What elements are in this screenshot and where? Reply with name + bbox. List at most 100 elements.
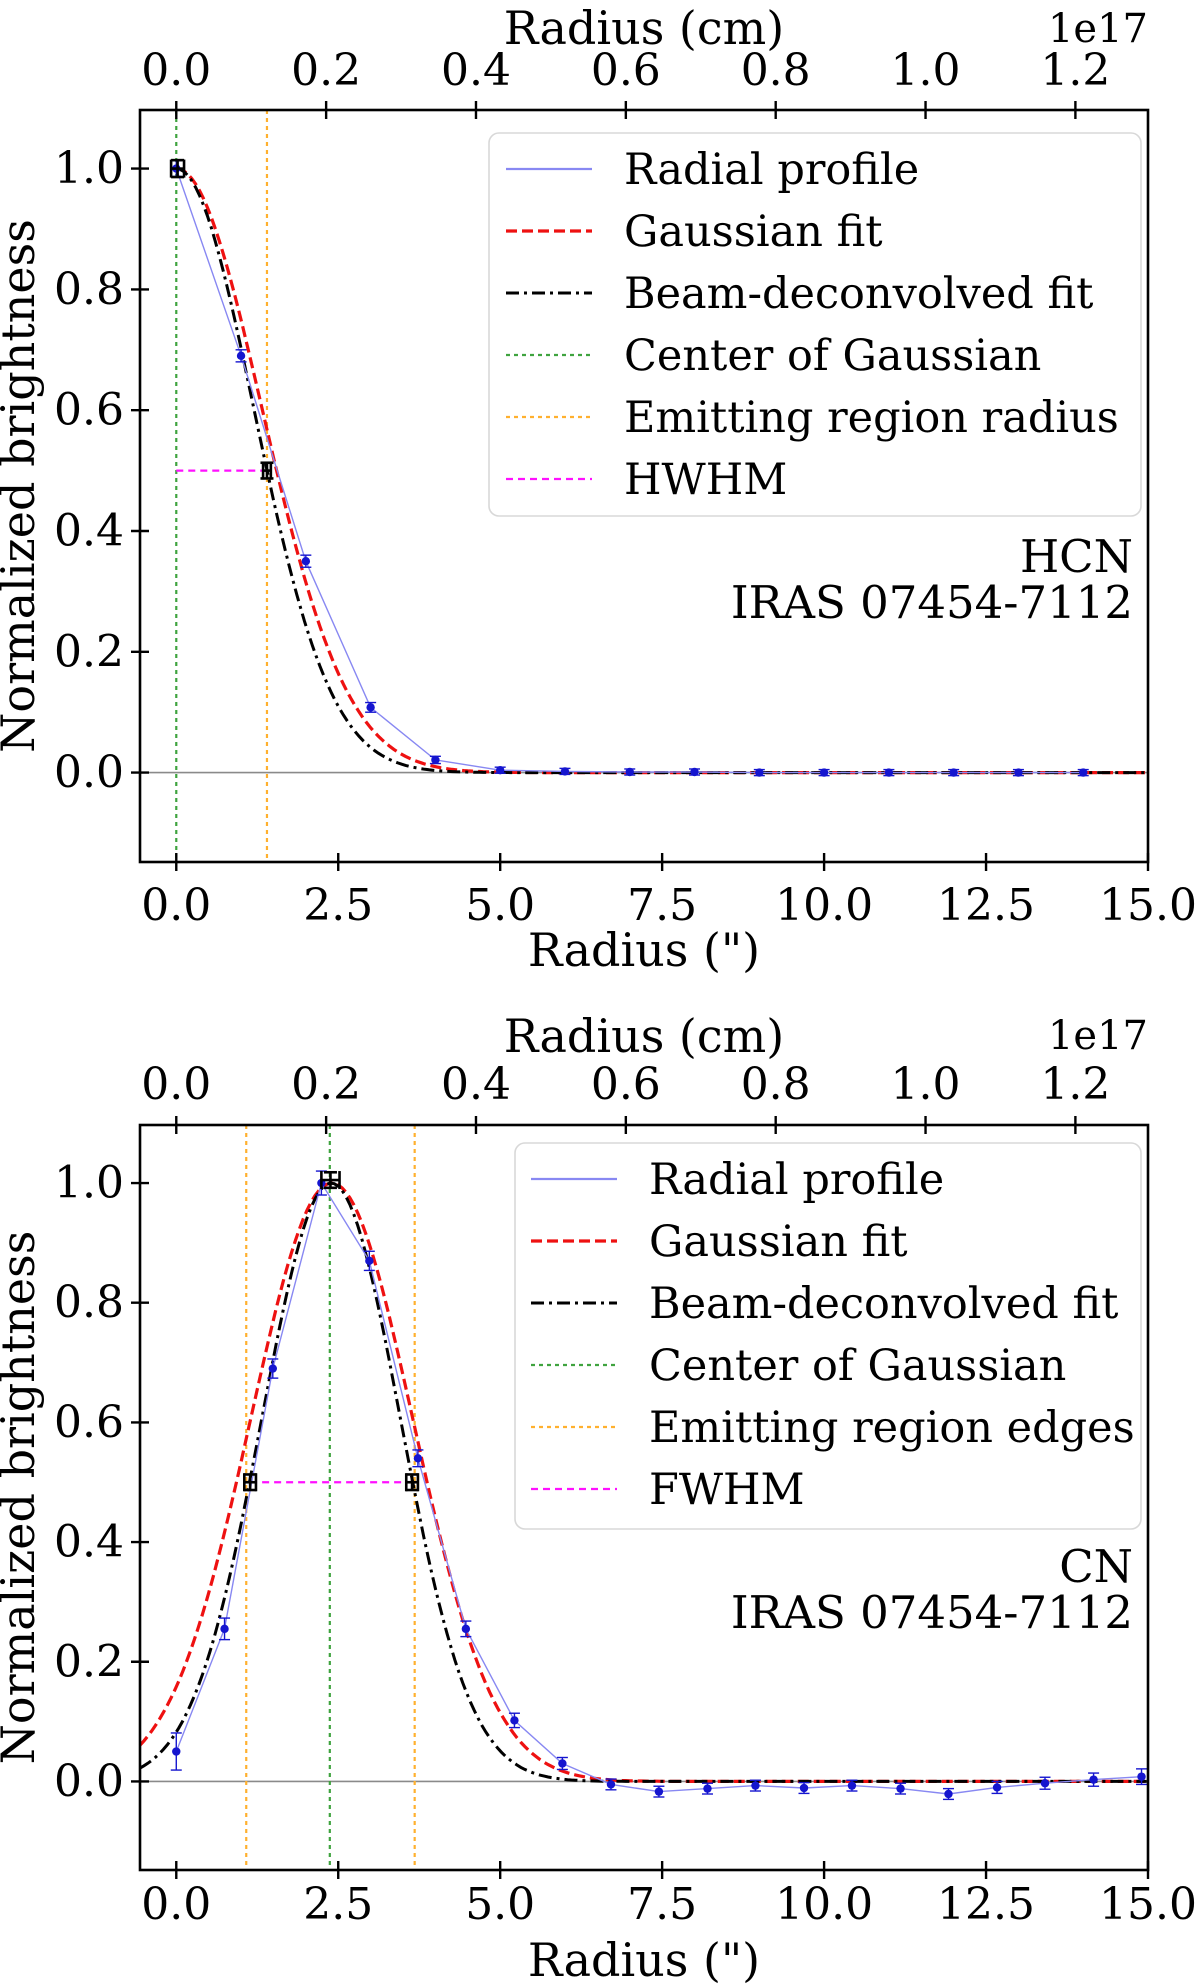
data-point [847,1781,857,1790]
legend-label-hwhm: FWHM [649,1465,805,1515]
molecule-label: HCN [1020,530,1133,583]
y-tick-label: 0.6 [54,385,124,436]
y-tick-label: 0.0 [54,747,124,798]
legend-label-center: Center of Gaussian [649,1341,1066,1391]
x-top-tick-label: 0.4 [441,45,511,96]
molecule-label: CN [1059,1540,1133,1593]
x-tick-label: 2.5 [303,880,373,931]
x-top-tick-label: 0.0 [141,45,211,96]
legend-label-radial: Radial profile [649,1155,944,1205]
top-axis-title: Radius (cm) [504,1,784,55]
data-point [1014,768,1023,777]
legend-label-emitting: Emitting region radius [624,393,1119,443]
data-point [268,1364,278,1373]
legend-label-hwhm: HWHM [624,455,787,505]
x-top-tick-label: 1.0 [891,1059,961,1110]
data-point [606,1780,616,1789]
data-point [461,1624,471,1634]
y-tick-label: 0.4 [54,1517,124,1568]
legend-label-emitting: Emitting region edges [649,1403,1135,1453]
legend-box [514,1142,1142,1530]
data-point [1089,1775,1098,1784]
legend-label-center: Center of Gaussian [624,331,1041,381]
data-point [1040,1779,1050,1788]
data-point [799,1783,809,1793]
x-top-tick-label: 0.2 [291,1059,361,1110]
data-point [819,768,829,777]
x-top-tick-label: 0.6 [591,45,661,96]
top-axis-offset: 1e17 [1048,1013,1148,1059]
x-top-tick-label: 1.0 [891,45,961,96]
source-label: IRAS 07454-7112 [731,1586,1133,1639]
axes-spines [138,108,1150,864]
data-point [301,557,311,566]
x-tick-label: 15.0 [1099,1879,1197,1930]
x-tick-label: 7.5 [627,1879,697,1930]
x-tick-label: 12.5 [937,1879,1035,1930]
x-top-tick-label: 0.8 [741,1059,811,1110]
x-tick-label: 0.0 [141,1879,211,1930]
legend-label-beam: Beam-deconvolved fit [624,269,1093,319]
data-point [510,1716,519,1725]
data-point [172,1747,181,1756]
y-tick-label: 0.4 [54,505,124,556]
y-tick-label: 0.6 [54,1397,124,1448]
bottom-axis-title: Radius (") [528,1933,760,1985]
data-point [992,1783,1002,1792]
data-point [690,767,699,777]
data-point [220,1624,229,1634]
data-point [365,1256,374,1266]
data-point [1079,768,1088,777]
subplot-hcn: 0.0 2.5 5.0 7.5 10.0 12.5 15.0 0.0 0.2 0.4 0.6 0.8 1… [0,1,1197,977]
data-point [236,351,246,361]
y-axis-title: Normalized brightness [0,1231,45,1765]
data-point [884,768,894,777]
x-top-tick-label: 1.2 [1040,45,1110,96]
x-tick-label: 10.0 [775,880,873,931]
data-point [751,1781,760,1790]
x-top-tick-label: 0.0 [141,1059,211,1110]
x-tick-label: 5.0 [465,880,535,931]
top-axis-offset: 1e17 [1048,6,1148,52]
x-tick-label: 7.5 [627,880,697,931]
data-point [431,755,440,765]
x-tick-label: 2.5 [303,1879,373,1930]
data-point [1137,1772,1146,1781]
x-tick-label: 10.0 [775,1879,873,1930]
x-tick-label: 0.0 [141,880,211,931]
legend-label-beam: Beam-deconvolved fit [649,1279,1118,1329]
y-axis-title: Normalized brightness [0,219,45,753]
legend-label-gaussian: Gaussian fit [624,207,883,257]
source-label: IRAS 07454-7112 [731,576,1133,629]
data-point [944,1789,953,1799]
x-tick-label: 15.0 [1099,880,1197,931]
legend-label-radial: Radial profile [624,145,919,195]
data-point [949,768,958,777]
x-top-tick-label: 0.6 [591,1059,661,1110]
y-tick-label: 0.2 [54,1636,124,1687]
y-tick-label: 1.0 [54,143,124,194]
y-tick-label: 0.8 [54,1277,124,1328]
data-point [896,1784,905,1793]
y-tick-label: 0.0 [54,1756,124,1807]
beam-deconvolved-fit-curve [139,1181,1147,1783]
top-axis-title: Radius (cm) [504,1009,784,1063]
data-point [366,703,375,712]
y-tick-label: 0.2 [54,626,124,677]
data-point [495,765,505,775]
data-point [413,1454,423,1463]
x-top-tick-label: 0.8 [741,45,811,96]
x-tick-label: 5.0 [465,1879,535,1930]
y-tick-label: 0.8 [54,264,124,315]
data-point [558,1759,567,1768]
legend-label-gaussian: Gaussian fit [649,1217,908,1267]
axes-spines [138,1123,1150,1872]
x-top-tick-label: 0.4 [441,1059,511,1110]
data-point [625,767,634,777]
x-top-tick-label: 1.2 [1040,1059,1110,1110]
data-point [703,1784,712,1793]
legend-box [488,132,1142,517]
bottom-axis-title: Radius (") [528,923,760,977]
